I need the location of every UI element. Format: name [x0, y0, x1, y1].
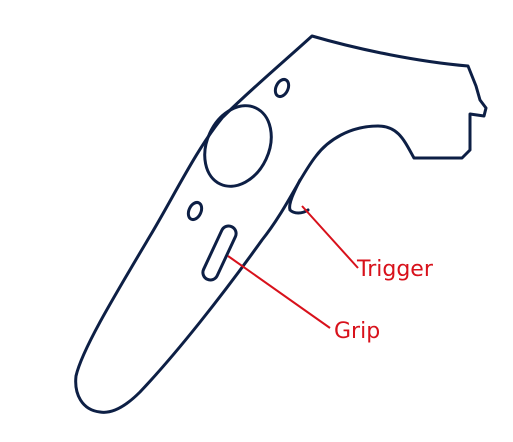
grip-leader-line	[227, 255, 331, 329]
grip-button	[201, 224, 238, 282]
controller-body-outline	[74, 34, 488, 414]
menu-button	[273, 77, 291, 99]
trigger-protrusion	[288, 178, 310, 215]
touchpad	[203, 104, 273, 188]
system-button	[186, 200, 204, 222]
trigger-leader-line	[301, 205, 359, 269]
grip-label: Grip	[334, 319, 380, 344]
trigger-label: Trigger	[356, 257, 434, 282]
